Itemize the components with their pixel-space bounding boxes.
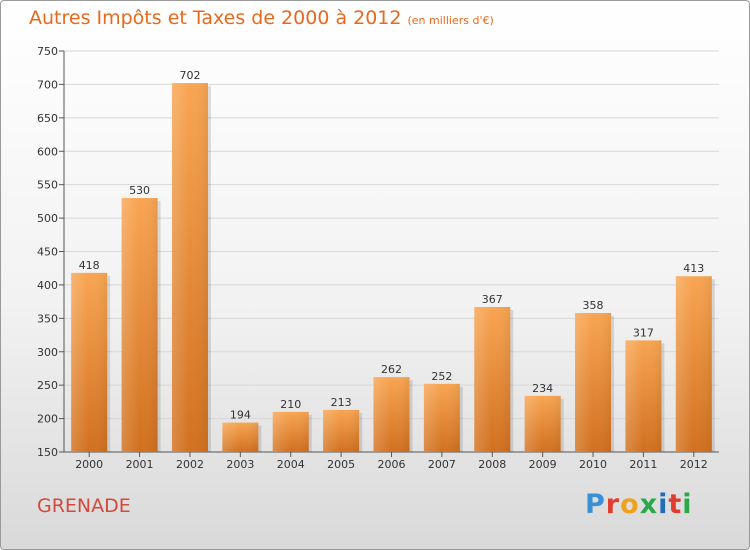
x-tick-label: 2010 xyxy=(579,458,607,471)
y-tick-label: 450 xyxy=(37,246,58,259)
bar-shine xyxy=(323,409,360,452)
y-tick-label: 400 xyxy=(37,279,58,292)
y-tick-label: 500 xyxy=(37,212,58,225)
logo-letter: x xyxy=(639,489,659,520)
bar-shine xyxy=(121,198,158,452)
bar-value-label: 213 xyxy=(331,396,352,409)
bar-shine xyxy=(373,377,410,452)
bar-shine xyxy=(524,395,561,452)
x-tick-label: 2005 xyxy=(327,458,355,471)
x-tick-label: 2006 xyxy=(378,458,406,471)
logo-letter: i xyxy=(658,489,669,520)
y-tick-label: 350 xyxy=(37,312,58,325)
axis-layer: 150 200 250 300 350 400 450 500 550 600 650 700 750 xyxy=(37,45,719,459)
bar-value-label: 210 xyxy=(280,398,301,411)
bar-value-label: 358 xyxy=(583,299,604,312)
y-tick-label: 300 xyxy=(37,346,58,359)
bar-value-label: 252 xyxy=(431,370,452,383)
x-tick-label: 2012 xyxy=(680,458,708,471)
bar-value-label: 702 xyxy=(179,69,200,82)
x-tick-label: 2001 xyxy=(126,458,154,471)
y-tick-label: 600 xyxy=(37,145,58,158)
bar-shine xyxy=(222,422,259,452)
y-tick-label: 150 xyxy=(37,446,58,459)
bar-shine xyxy=(625,340,662,452)
y-tick-label: 700 xyxy=(37,78,58,91)
x-tick-label: 2008 xyxy=(478,458,506,471)
bar-shine xyxy=(474,306,511,452)
bar-value-label: 317 xyxy=(633,326,654,339)
bar-value-label: 367 xyxy=(482,293,503,306)
x-tick-label: 2000 xyxy=(75,458,103,471)
logo-letter: i xyxy=(682,489,693,520)
x-tick-label: 2003 xyxy=(226,458,254,471)
bar-shine xyxy=(423,383,460,452)
y-tick-label: 550 xyxy=(37,179,58,192)
x-tick-label: 2007 xyxy=(428,458,456,471)
bar-value-label: 530 xyxy=(129,184,150,197)
x-tick-label: 2009 xyxy=(529,458,557,471)
logo-letter: P xyxy=(585,489,606,520)
y-tick-label: 250 xyxy=(37,379,58,392)
proxiti-logo: Proxiti xyxy=(585,489,693,520)
y-tick-label: 650 xyxy=(37,112,58,125)
logo-letter: r xyxy=(605,489,621,520)
bar-value-label: 418 xyxy=(79,259,100,272)
y-tick-label: 750 xyxy=(37,45,58,58)
bar-shine xyxy=(675,276,712,452)
bar-value-label: 194 xyxy=(230,409,251,422)
label-layer: 418 2000 530 2001 702 2002 194 2003 210 2004 213 20… xyxy=(75,69,708,471)
town-name: GRENADE xyxy=(37,495,131,517)
bar-shine xyxy=(71,272,108,452)
x-tick-label: 2002 xyxy=(176,458,204,471)
chart-title-main: Autres Impôts et Taxes de 2000 à 2012 xyxy=(29,7,402,29)
logo-letter: t xyxy=(668,489,683,520)
x-tick-label: 2004 xyxy=(277,458,305,471)
logo-letter: o xyxy=(620,489,640,520)
chart-title-unit: (en milliers d'€) xyxy=(407,14,494,27)
bar-value-label: 234 xyxy=(532,382,553,395)
chart-title: Autres Impôts et Taxes de 2000 à 2012 (en… xyxy=(29,7,494,29)
bar-shine xyxy=(575,312,612,452)
bar-value-label: 262 xyxy=(381,363,402,376)
bar-value-label: 413 xyxy=(683,262,704,275)
bar-shine xyxy=(171,83,208,452)
x-tick-label: 2011 xyxy=(629,458,657,471)
y-tick-label: 200 xyxy=(37,413,58,426)
bar-layer xyxy=(71,83,715,452)
bar-shine xyxy=(272,411,309,452)
